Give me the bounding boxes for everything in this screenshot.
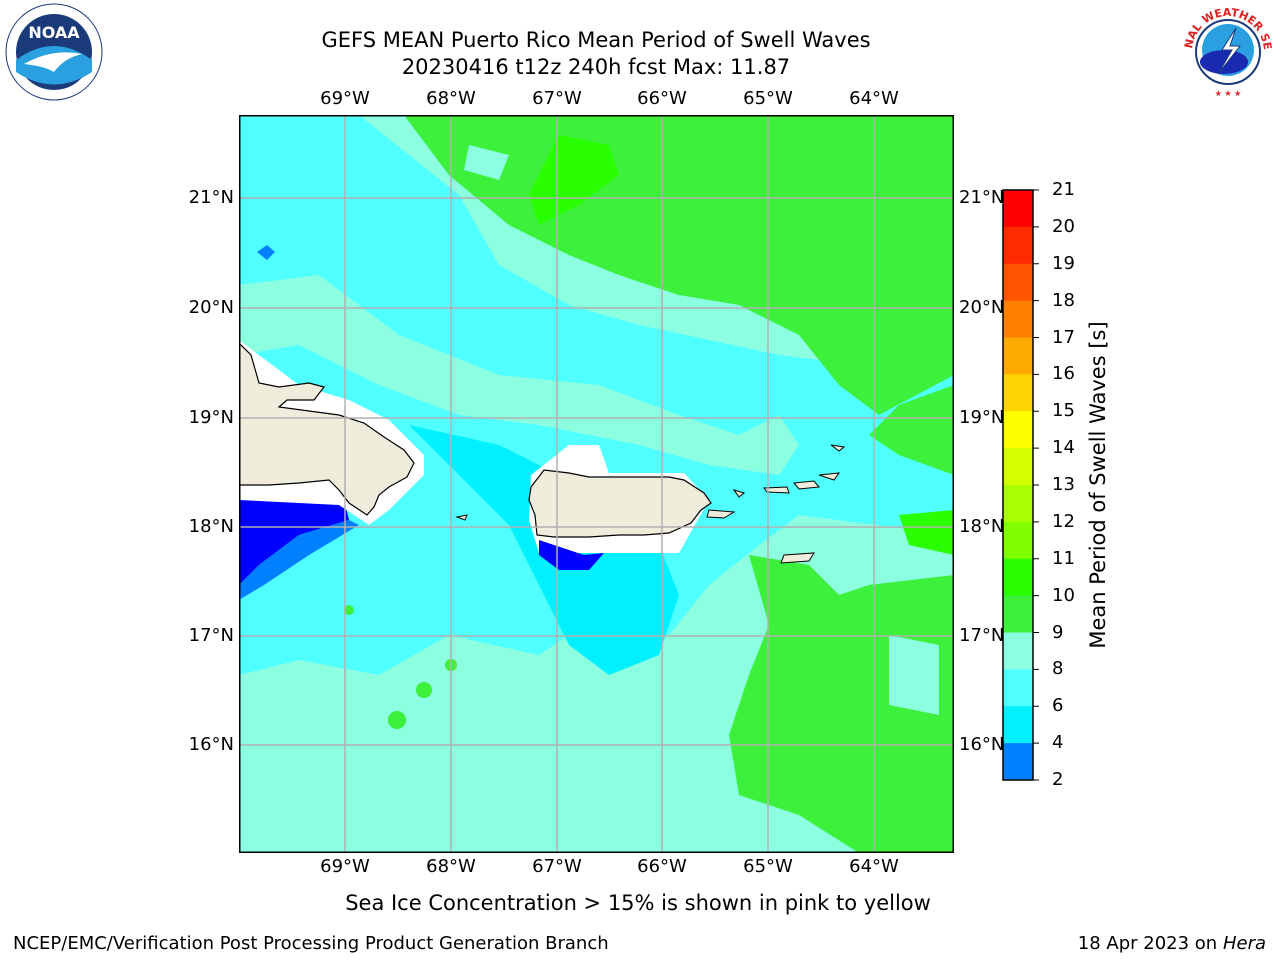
colorbar-tick-label: 16 <box>1052 363 1075 385</box>
colorbar-tick-label: 15 <box>1052 400 1075 422</box>
colorbar-tick-label: 10 <box>1052 584 1075 606</box>
svg-text:NOAA: NOAA <box>28 23 80 42</box>
lon-tick-bottom: 68°W <box>426 856 476 877</box>
lon-tick-top: 65°W <box>743 88 793 109</box>
colorbar-swatch <box>1003 669 1033 707</box>
footer-date-text: 18 Apr 2023 on <box>1077 933 1223 954</box>
lat-tick-left: 20°N <box>188 297 234 318</box>
colorbar-tick-label: 14 <box>1052 437 1075 459</box>
colorbar-tick-label: 4 <box>1052 732 1064 754</box>
contour-10-southeast-inner <box>889 635 939 715</box>
colorbar-tick-label: 2 <box>1052 769 1064 790</box>
colorbar-swatch <box>1003 706 1033 744</box>
colorbar-swatch <box>1003 226 1033 265</box>
lon-tick-bottom: 64°W <box>849 856 899 877</box>
colorbar-swatch <box>1003 337 1033 375</box>
colorbar-tick-label: 12 <box>1052 510 1075 532</box>
virgin-islands <box>455 444 846 564</box>
contour-2-west <box>239 500 349 585</box>
lat-tick-right: 17°N <box>959 625 1005 646</box>
colorbar-swatch <box>1003 448 1033 486</box>
lon-tick-bottom: 66°W <box>637 856 687 877</box>
swell-period-map <box>239 115 954 853</box>
lat-tick-left: 16°N <box>188 734 234 755</box>
contour-10-southeast <box>729 555 954 853</box>
contour-4-west <box>239 520 359 600</box>
lat-tick-right: 18°N <box>959 516 1005 537</box>
colorbar-tick-label: 6 <box>1052 695 1064 717</box>
colorbar-tick-label: 19 <box>1052 252 1075 274</box>
colorbar-tick-label: 17 <box>1052 326 1075 348</box>
colorbar-swatch <box>1003 374 1033 412</box>
colorbar-tick-label: 8 <box>1052 658 1064 680</box>
colorbar <box>1002 189 1039 781</box>
colorbar-swatch <box>1003 263 1033 302</box>
colorbar-tick-label: 11 <box>1052 547 1075 569</box>
lon-tick-bottom: 67°W <box>532 856 582 877</box>
hispaniola-land <box>239 342 415 516</box>
colorbar-swatch <box>1003 190 1033 228</box>
contour-10-northwest <box>404 115 954 265</box>
footer-date: 18 Apr 2023 on Hera <box>1078 933 1266 954</box>
lon-tick-bottom: 65°W <box>743 856 793 877</box>
colorbar-swatch <box>1003 632 1033 670</box>
lat-tick-left: 19°N <box>188 407 234 428</box>
lat-tick-right: 19°N <box>959 407 1005 428</box>
colorbar-tick-label: 21 <box>1052 179 1075 200</box>
noaa-logo-icon: NOAA <box>5 3 103 101</box>
lat-tick-right: 20°N <box>959 297 1005 318</box>
colorbar-label: Mean Period of Swell Waves [s] <box>1086 321 1110 649</box>
chart-title: GEFS MEAN Puerto Rico Mean Period of Swe… <box>321 28 871 52</box>
colorbar-swatch <box>1003 558 1033 597</box>
lat-tick-left: 21°N <box>188 187 234 208</box>
pr-south-deepblue <box>539 540 604 570</box>
puerto-rico-land <box>528 469 712 538</box>
colorbar-swatch <box>1003 521 1033 560</box>
lon-tick-top: 67°W <box>532 88 582 109</box>
sea-ice-note: Sea Ice Concentration > 15% is shown in … <box>345 891 931 915</box>
contour-9-top-patch <box>464 145 509 180</box>
colorbar-tick-label: 13 <box>1052 474 1075 495</box>
lon-tick-top: 64°W <box>849 88 899 109</box>
contour-11-patch2 <box>899 510 954 555</box>
chart-subtitle: 20230416 t12z 240h fcst Max: 11.87 <box>401 55 791 79</box>
lat-tick-right: 21°N <box>959 187 1005 208</box>
lat-tick-left: 17°N <box>188 625 234 646</box>
footer-credit: NCEP/EMC/Verification Post Processing Pr… <box>13 933 609 954</box>
colorbar-swatch <box>1003 595 1033 633</box>
lon-tick-top: 66°W <box>637 88 687 109</box>
colorbar-tick-label: 20 <box>1052 215 1075 237</box>
footer-host: Hera <box>1222 933 1266 954</box>
lat-tick-right: 16°N <box>959 734 1005 755</box>
contour-4-spot <box>257 245 275 260</box>
colorbar-tick-label: 18 <box>1052 289 1075 311</box>
colorbar-swatch <box>1003 743 1033 781</box>
colorbar-tick-label: 9 <box>1052 621 1064 643</box>
lon-tick-top: 68°W <box>426 88 476 109</box>
lon-tick-bottom: 69°W <box>320 856 370 877</box>
lon-tick-top: 69°W <box>320 88 370 109</box>
lat-tick-left: 18°N <box>188 516 234 537</box>
map-grid <box>239 115 954 853</box>
colorbar-swatch <box>1003 300 1033 338</box>
contour-9-mid <box>239 275 799 475</box>
nws-logo-icon: NATIONAL WEATHER SERVICE ★ ★ ★ <box>1178 2 1276 100</box>
contour-11-patch1 <box>529 135 619 225</box>
colorbar-swatch <box>1003 411 1033 449</box>
colorbar-swatch <box>1003 485 1033 523</box>
svg-text:★ ★ ★: ★ ★ ★ <box>1215 89 1242 98</box>
